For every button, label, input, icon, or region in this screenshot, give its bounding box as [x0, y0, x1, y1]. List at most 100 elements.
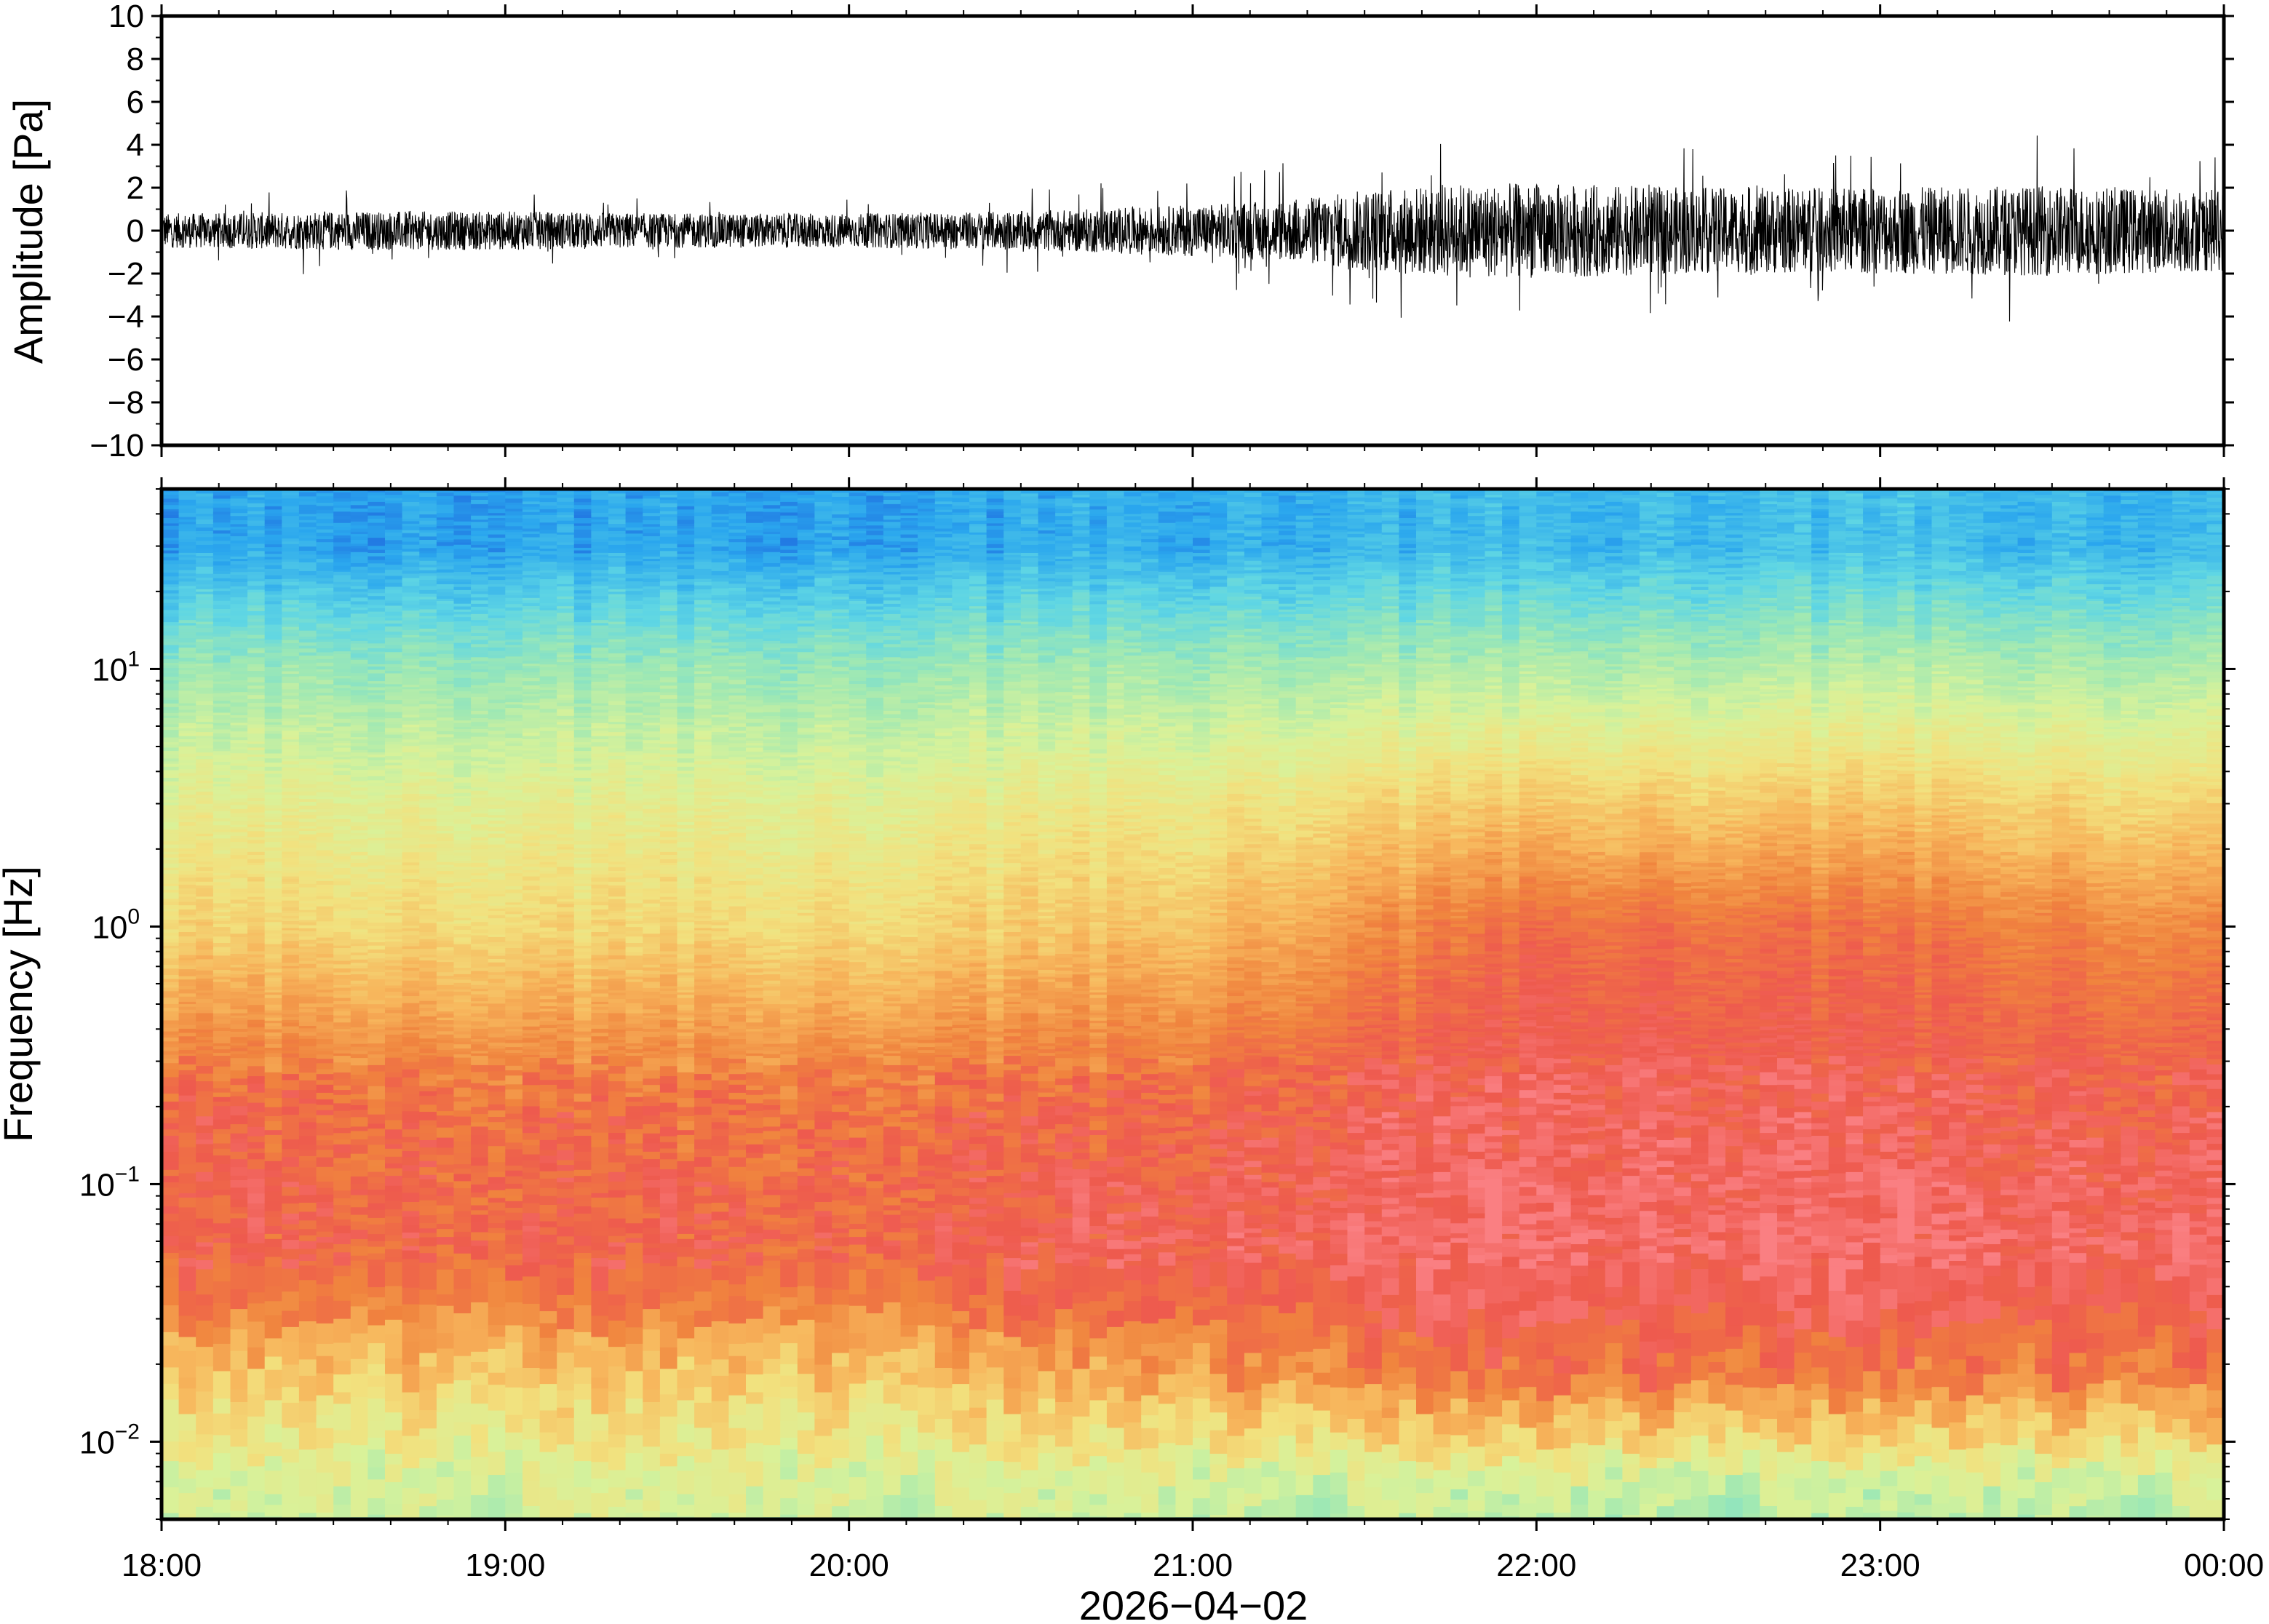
spectrogram-cell: [247, 834, 266, 838]
spectrogram-cell: [264, 1356, 283, 1371]
spectrogram-cell: [471, 1302, 489, 1330]
spectrogram-cell: [471, 919, 489, 923]
spectrogram-cell: [196, 688, 214, 692]
spectrogram-cell: [453, 950, 472, 955]
spectrogram-cell: [298, 693, 317, 698]
spectrogram-cell: [212, 885, 231, 890]
spectrogram-cell: [402, 608, 420, 611]
spectrogram-cell: [316, 1231, 334, 1238]
spectrogram-cell: [196, 1206, 214, 1211]
spectrogram-cell: [350, 536, 369, 541]
spectrogram-cell: [505, 511, 523, 517]
spectrogram-cell: [402, 928, 420, 932]
spectrogram-cell: [247, 761, 266, 765]
spectrogram-cell: [505, 902, 523, 906]
spectrogram-cell: [162, 525, 180, 530]
spectrogram-cell: [333, 598, 351, 602]
spectrogram-cell: [505, 870, 523, 875]
spectrogram-cell: [367, 1160, 386, 1166]
spectrogram-cell: [196, 562, 214, 568]
spectrogram-cell: [316, 701, 334, 706]
spectrogram-cell: [367, 549, 386, 554]
spectrogram-cell: [230, 626, 248, 632]
spectrogram-cell: [453, 555, 472, 560]
spectrogram-cell: [316, 633, 334, 637]
spectrogram-cell: [522, 988, 541, 992]
spectrogram-cell: [522, 1262, 541, 1278]
spectrogram-cell: [488, 982, 506, 987]
spectrogram-cell: [505, 922, 523, 926]
spectrogram-cell: [436, 520, 455, 525]
spectrogram-cell: [385, 579, 403, 584]
spectrogram-cell: [488, 910, 506, 916]
spectrogram-cell: [505, 1113, 523, 1121]
spectrogram-cell: [471, 964, 489, 969]
spectrogram-cell: [522, 1139, 541, 1146]
spectrogram-cell: [522, 1388, 541, 1401]
spectrogram-cell: [436, 1137, 455, 1149]
spectrogram-cell: [298, 652, 317, 656]
spectrogram-cell: [212, 864, 231, 869]
spectrogram-cell: [471, 1028, 489, 1034]
spectrogram-cell: [282, 876, 300, 880]
spectrogram-cell: [471, 884, 489, 888]
spectrogram-cell: [298, 994, 317, 998]
spectrogram-cell: [264, 745, 283, 750]
spectrogram-cell: [264, 650, 283, 653]
spectrogram-cell: [282, 535, 300, 539]
spectrogram-cell: [298, 1177, 317, 1186]
spectrogram-cell: [178, 881, 196, 885]
spectrogram-cell: [264, 1010, 283, 1014]
spectrogram-cell: [350, 497, 369, 502]
spectrogram-cell: [333, 601, 351, 605]
spectrogram-cell: [488, 883, 506, 888]
spectrogram-cell: [350, 808, 369, 813]
spectrogram-cell: [316, 1208, 334, 1217]
spectrogram-cell: [539, 722, 557, 725]
spectrogram-cell: [247, 507, 266, 512]
spectrogram-cell: [453, 766, 472, 771]
spectrogram-cell: [178, 1125, 196, 1134]
spectrogram-cell: [230, 877, 248, 883]
spectrogram-cell: [230, 971, 248, 975]
spectrogram-cell: [488, 959, 506, 963]
spectrogram-cell: [212, 781, 231, 785]
spectrogram-cell: [488, 1223, 506, 1229]
spectrogram-cell: [247, 585, 266, 591]
spectrogram-cell: [505, 984, 523, 988]
spectrogram-cell: [264, 509, 283, 514]
spectrogram-cell: [488, 856, 506, 861]
spectrogram-cell: [333, 974, 351, 979]
spectrogram-cell: [419, 632, 437, 637]
spectrogram-cell: [316, 947, 334, 951]
spectrogram-cell: [212, 762, 231, 765]
spectrogram-cell: [385, 708, 403, 713]
spectrogram-cell: [178, 1009, 196, 1014]
spectrogram-cell: [505, 592, 523, 597]
spectrogram-cell: [453, 552, 472, 557]
spectrogram-cell: [264, 984, 283, 988]
spectrogram-cell: [178, 629, 196, 633]
spectrogram-cell: [333, 658, 351, 661]
spectrogram-cell: [282, 1166, 300, 1174]
spectrogram-cell: [178, 712, 196, 717]
spectrogram-cell: [247, 757, 266, 762]
spectrogram-cell: [402, 674, 420, 679]
spectrogram-cell: [505, 708, 523, 713]
spectrogram-cell: [419, 890, 437, 893]
spectrogram-cell: [282, 502, 300, 507]
spectrogram-cell: [488, 513, 506, 517]
spectrogram-cell: [522, 677, 541, 682]
spectrogram-cell: [162, 1016, 180, 1022]
spectrogram-cell: [367, 749, 386, 753]
spectrogram-cell: [264, 753, 283, 757]
spectrogram-cell: [162, 1047, 180, 1052]
spectrogram-cell: [436, 569, 455, 573]
spectrogram-cell: [264, 808, 283, 811]
spectrogram-cell: [247, 599, 266, 604]
spectrogram-cell: [247, 744, 266, 749]
spectrogram-cell: [212, 629, 231, 634]
spectrogram-cell: [333, 693, 351, 697]
spectrogram-cell: [539, 687, 557, 691]
spectrogram-cell: [539, 602, 557, 607]
